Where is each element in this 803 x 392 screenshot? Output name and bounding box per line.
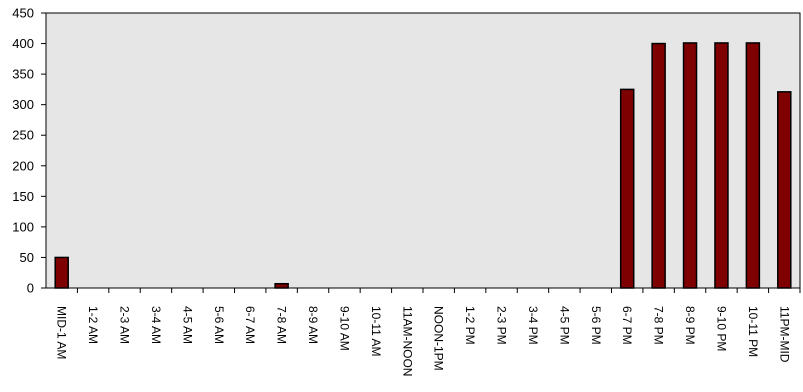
x-tick-label: 7-8 PM (652, 306, 666, 345)
y-tick-label: 250 (12, 128, 34, 143)
y-tick-label: 50 (20, 250, 34, 265)
x-tick-label: 4-5 AM (180, 306, 194, 344)
bar (745, 42, 761, 289)
x-tick-label: 6-7 AM (243, 306, 257, 344)
x-tick-label: 9-10 PM (714, 306, 728, 351)
x-tick-label: 11PM-MID (777, 306, 791, 363)
bar (619, 88, 635, 289)
plot-area (45, 12, 801, 289)
x-tick-label: 3-4 AM (149, 306, 163, 344)
x-tick-label: 8-9 PM (683, 306, 697, 345)
x-tick-label: 3-4 PM (526, 306, 540, 345)
bar (651, 42, 666, 289)
x-tick-label: 1-2 PM (463, 306, 477, 345)
x-tick-label: 11AM-NOON (400, 306, 414, 376)
x-tick-label: 8-9 AM (306, 306, 320, 344)
x-tick-label: 10-11 PM (746, 306, 760, 357)
y-tick-label: 350 (12, 67, 34, 82)
x-tick-label: MID-1 AM (55, 306, 69, 359)
x-tick-label: 7-8 AM (275, 306, 289, 344)
bar (54, 256, 69, 289)
y-tick-label: 150 (12, 189, 34, 204)
x-tick-label: 5-6 PM (589, 306, 603, 345)
x-tick-label: 2-3 PM (495, 306, 509, 345)
y-tick-label: 100 (12, 219, 34, 234)
x-axis: MID-1 AM 1-2 AM 2-3 AM 3-4 AM 4-5 AM 5-6 AM 6-… (55, 288, 801, 376)
y-axis: 0 50 100 150 200 250 300 350 400 450 (12, 6, 46, 296)
bar (714, 42, 729, 289)
x-tick-label: 5-6 AM (212, 306, 226, 344)
y-tick-label: 0 (27, 281, 34, 296)
x-tick-label: 6-7 PM (620, 306, 634, 345)
y-tick-label: 400 (12, 36, 34, 51)
x-tick-label: 2-3 AM (118, 306, 132, 344)
bar (682, 42, 698, 289)
bars (54, 42, 792, 289)
y-tick-label: 200 (12, 158, 34, 173)
y-tick-label: 450 (12, 6, 34, 21)
x-tick-label: NOON-1PM (432, 306, 446, 371)
bar (274, 282, 289, 289)
x-tick-label: 4-5 PM (557, 306, 571, 345)
x-tick-label: 9-10 AM (337, 306, 351, 351)
bar (777, 91, 792, 289)
x-tick-label: 10-11 AM (369, 306, 383, 356)
y-tick-label: 300 (12, 97, 34, 112)
x-tick-label: 1-2 AM (86, 306, 100, 344)
